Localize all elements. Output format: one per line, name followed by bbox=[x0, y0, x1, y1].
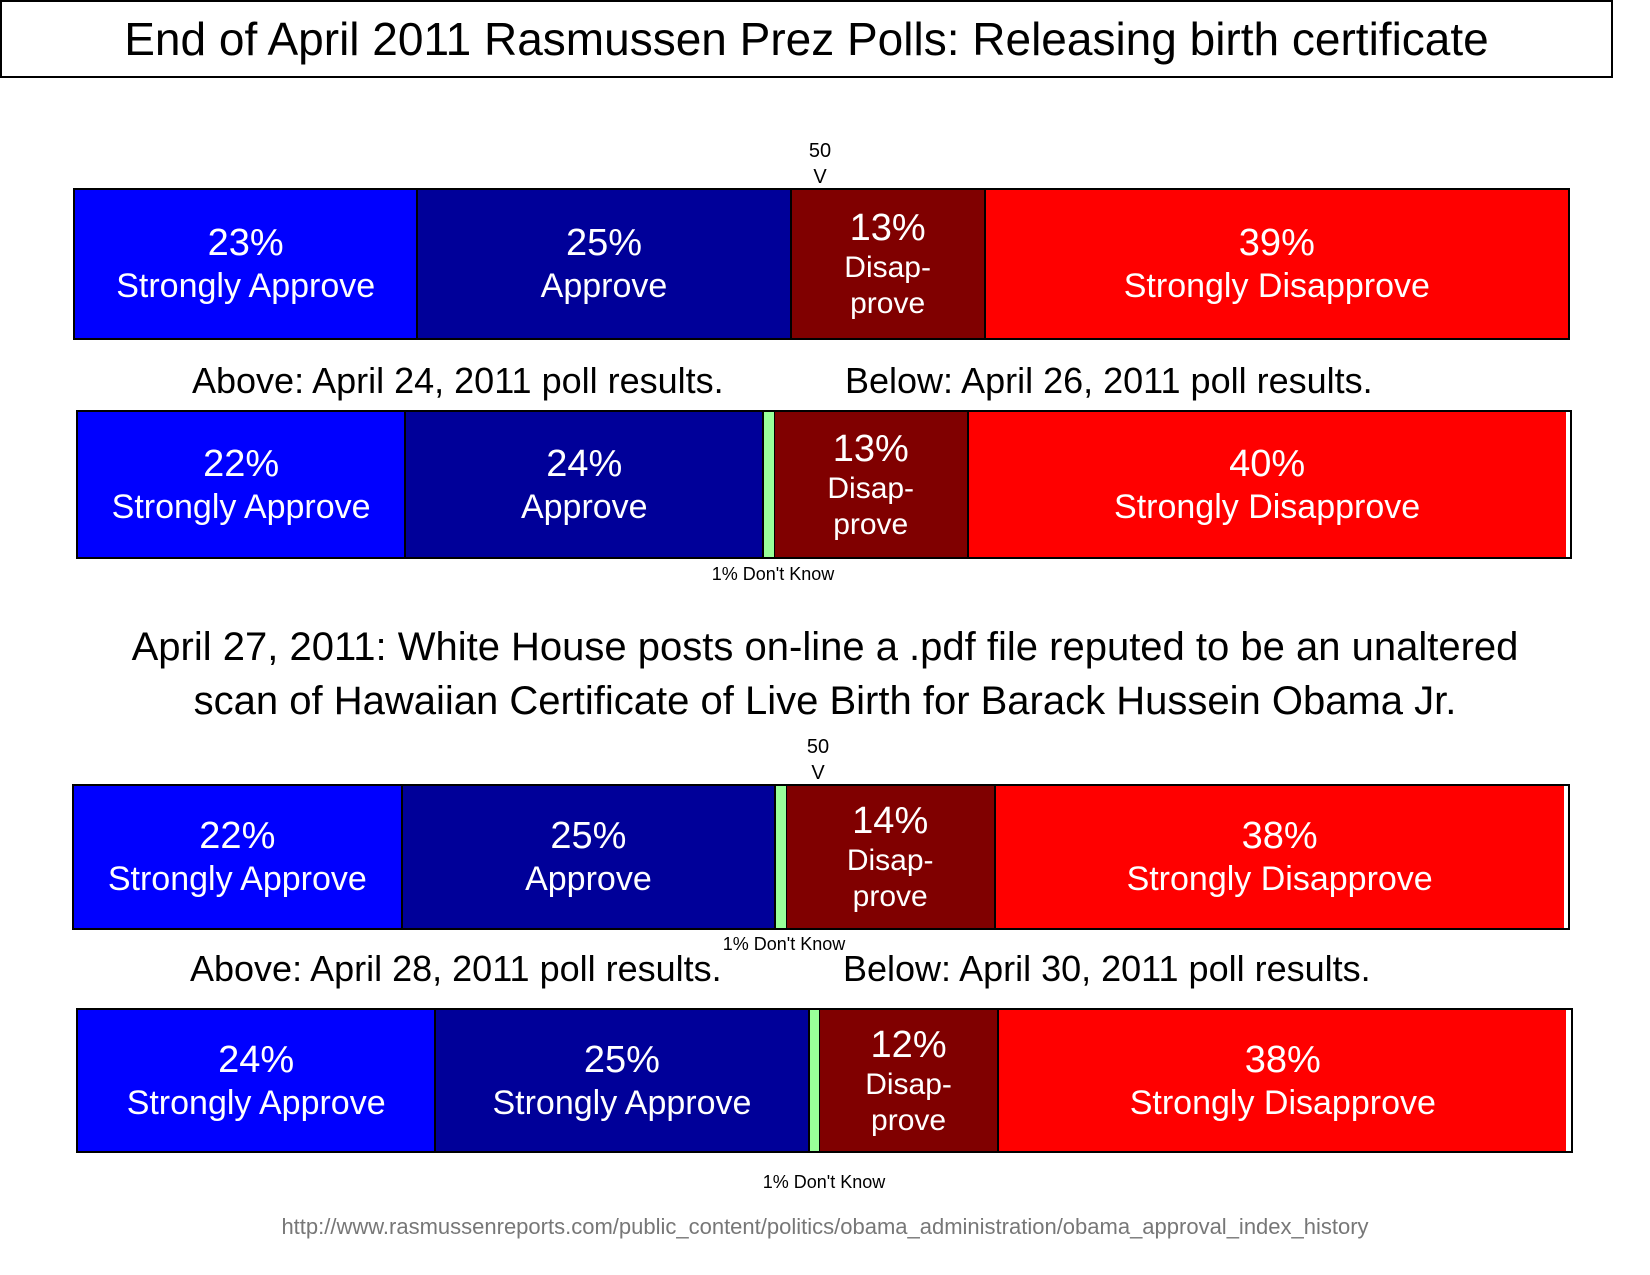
caption-below-2: Below: April 30, 2011 poll results. bbox=[843, 948, 1371, 989]
bar-segment-strongly-approve: 22% Strongly Approve bbox=[74, 786, 403, 928]
segment-percent: 12% bbox=[870, 1023, 947, 1066]
chart-title: End of April 2011 Rasmussen Prez Polls: … bbox=[0, 0, 1613, 78]
bar-segment-approve: 24% Approve bbox=[406, 412, 765, 557]
bar-segment-strongly-disapprove: 39% Strongly Disapprove bbox=[985, 190, 1568, 338]
caption-above-2: Above: April 28, 2011 poll results. bbox=[190, 948, 722, 989]
segment-percent: 24% bbox=[218, 1038, 295, 1081]
segment-label: Approve bbox=[540, 267, 668, 305]
bar-segment-disapprove: 14% Disap- prove bbox=[786, 786, 996, 928]
marker-arrow-icon: V bbox=[811, 762, 825, 784]
segment-label: Strongly Disapprove bbox=[1126, 860, 1433, 898]
poll-bar-april-30: 24% Strongly Approve 25% Strongly Approve 12… bbox=[76, 1008, 1573, 1153]
segment-percent: 25% bbox=[583, 1038, 660, 1081]
caption-above-1: Above: April 24, 2011 poll results. bbox=[192, 360, 724, 401]
fifty-percent-marker-1: 50 V bbox=[809, 138, 831, 190]
segment-label: Strongly Approve bbox=[111, 487, 371, 526]
dont-know-note-april-28: 1% Don't Know bbox=[722, 934, 846, 954]
segment-label: Disap- prove bbox=[844, 251, 931, 320]
bar-segment-disapprove: 12% Disap- prove bbox=[820, 1010, 1000, 1151]
segment-label: Strongly Disapprove bbox=[1114, 487, 1421, 526]
segment-percent: 13% bbox=[849, 207, 926, 249]
fifty-percent-marker-2: 50 V bbox=[807, 734, 829, 786]
segment-label: Strongly Disapprove bbox=[1129, 1083, 1436, 1122]
bar-segment-dont-know bbox=[809, 1010, 820, 1151]
bar-segment-approve: 25% Approve bbox=[418, 190, 792, 338]
event-text-line-1: April 27, 2011: White House posts on-lin… bbox=[131, 625, 1519, 669]
segment-label: Strongly Approve bbox=[126, 1083, 386, 1122]
segment-label: Strongly Approve bbox=[492, 1083, 752, 1122]
bar-segment-approve: 25% Strongly Approve bbox=[436, 1010, 810, 1151]
poll-bar-april-28: 22% Strongly Approve 25% Approve 14% Disap- p… bbox=[72, 784, 1570, 930]
segment-percent: 38% bbox=[1244, 1038, 1321, 1081]
marker-label: 50 bbox=[806, 736, 830, 758]
event-text-line-2: scan of Hawaiian Certificate of Live Bir… bbox=[193, 679, 1457, 723]
segment-label: Strongly Approve bbox=[107, 860, 367, 898]
segment-percent: 14% bbox=[852, 800, 929, 842]
segment-percent: 25% bbox=[565, 222, 643, 264]
bar-segment-strongly-approve: 24% Strongly Approve bbox=[78, 1010, 437, 1151]
segment-percent: 40% bbox=[1229, 442, 1306, 485]
segment-percent: 23% bbox=[207, 222, 284, 264]
bar-segment-dont-know bbox=[776, 786, 787, 928]
segment-percent: 22% bbox=[203, 442, 280, 485]
dont-know-note-april-26: 1% Don't Know bbox=[711, 564, 835, 584]
caption-below-1: Below: April 26, 2011 poll results. bbox=[845, 360, 1373, 401]
segment-label: Disap- prove bbox=[827, 471, 915, 541]
bar-segment-disapprove: 13% Disap- prove bbox=[791, 190, 986, 338]
segment-label: Approve bbox=[525, 860, 652, 898]
segment-label: Disap- prove bbox=[846, 844, 934, 913]
marker-label: 50 bbox=[808, 140, 832, 162]
bar-segment-strongly-disapprove: 38% Strongly Disapprove bbox=[995, 786, 1564, 928]
segment-percent: 22% bbox=[199, 815, 276, 857]
source-url: http://www.rasmussenreports.com/public_c… bbox=[281, 1214, 1369, 1239]
segment-label: Strongly Disapprove bbox=[1123, 267, 1430, 305]
bar-segment-approve: 25% Approve bbox=[402, 786, 777, 928]
segment-label: Strongly Approve bbox=[116, 267, 376, 305]
bar-segment-strongly-disapprove: 40% Strongly Disapprove bbox=[968, 412, 1566, 557]
segment-label: Approve bbox=[520, 487, 648, 526]
segment-percent: 39% bbox=[1238, 222, 1315, 264]
segment-percent: 13% bbox=[832, 427, 909, 470]
bar-segment-disapprove: 13% Disap- prove bbox=[774, 412, 969, 557]
poll-bar-april-26: 22% Strongly Approve 24% Approve 13% Disap- p… bbox=[76, 410, 1572, 559]
segment-percent: 25% bbox=[550, 815, 627, 857]
dont-know-note-april-30: 1% Don't Know bbox=[762, 1172, 886, 1192]
poll-bar-april-24: 23% Strongly Approve 25% Approve 13% Disap- p… bbox=[73, 188, 1570, 340]
bar-segment-strongly-approve: 23% Strongly Approve bbox=[75, 190, 419, 338]
segment-percent: 38% bbox=[1241, 815, 1318, 857]
bar-segment-strongly-disapprove: 38% Strongly Disapprove bbox=[999, 1010, 1567, 1151]
segment-label: Disap- prove bbox=[865, 1067, 952, 1137]
marker-arrow-icon: V bbox=[813, 166, 827, 188]
segment-percent: 24% bbox=[546, 442, 623, 485]
bar-segment-dont-know bbox=[764, 412, 775, 557]
bar-segment-strongly-approve: 22% Strongly Approve bbox=[78, 412, 407, 557]
